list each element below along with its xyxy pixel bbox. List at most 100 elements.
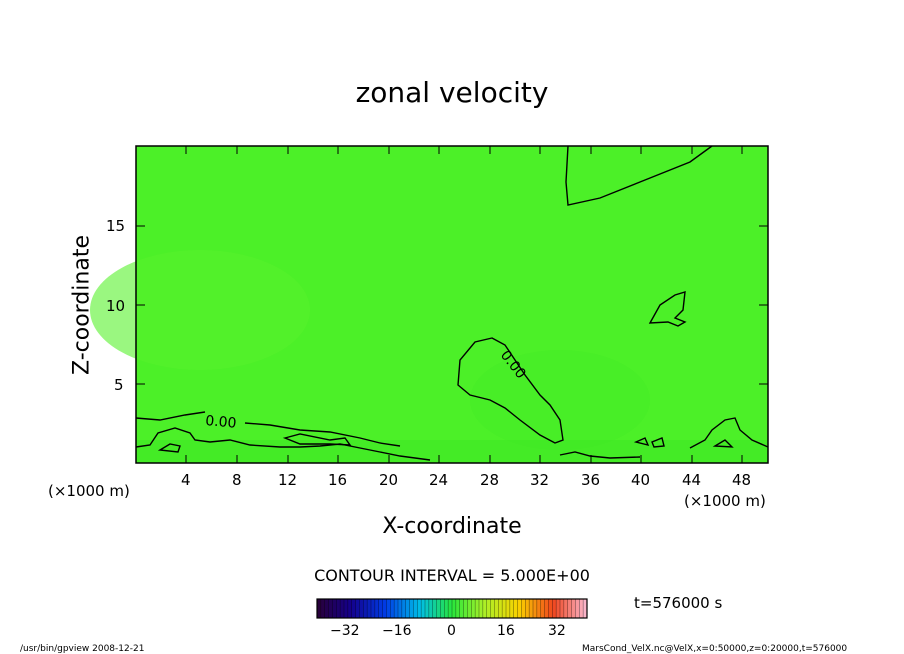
colorbar-band [467, 599, 472, 618]
colorbar-band [421, 599, 426, 618]
colorbar-band [405, 599, 411, 618]
colorbar-band [517, 599, 522, 618]
contour-interval-label: CONTOUR INTERVAL = 5.000E+00 [314, 566, 590, 585]
contour-label: 0.00 [205, 413, 237, 432]
contour-line [157, 443, 181, 453]
colorbar-band [563, 599, 569, 618]
colorbar-band [525, 599, 530, 618]
contour-line [689, 417, 769, 449]
y-tick-label: 5 [114, 376, 124, 394]
colorbar-band [575, 599, 580, 618]
contour-line [565, 145, 713, 206]
field-shading [470, 350, 650, 450]
contour-line [135, 411, 206, 421]
field-shading [136, 440, 768, 463]
field-shading [90, 250, 310, 370]
y-tick-label: 15 [106, 217, 126, 235]
colorbar-band [452, 599, 457, 618]
colorbar-band [359, 599, 364, 618]
colorbar [316, 598, 588, 619]
colorbar-band [347, 599, 353, 618]
contour-line [712, 439, 734, 448]
time-label: t=576000 s [634, 594, 723, 612]
colorbar-band [371, 599, 376, 618]
colorbar-tick-label: 0 [447, 623, 456, 639]
y-axis-label: Z-coordinate [69, 235, 95, 375]
footer-left: /usr/bin/gpview 2008-12-21 [20, 644, 145, 654]
colorbar-band [583, 599, 588, 618]
contour-line [135, 427, 431, 461]
contour-line [457, 337, 564, 444]
colorbar-tick-label: 32 [548, 623, 566, 639]
colorbar-band [436, 599, 441, 618]
colorbar-band [413, 599, 418, 618]
colorbar-band [455, 599, 461, 618]
x-tick-label: 36 [581, 471, 601, 489]
colorbar-tick-label: −32 [330, 623, 360, 639]
y-tick-label: 10 [106, 297, 126, 315]
colorbar-band [344, 599, 349, 618]
colorbar-band [363, 599, 368, 618]
colorbar-band [351, 599, 357, 618]
colorbar-band [579, 599, 584, 618]
colorbar-band [409, 599, 414, 618]
colorbar-band [394, 599, 399, 618]
colorbar-band [486, 599, 492, 618]
colorbar-band [328, 599, 333, 618]
colorbar-band [417, 599, 422, 618]
colorbar-band [332, 599, 337, 618]
colorbar-band [432, 599, 438, 618]
contour-line [282, 433, 352, 446]
colorbar-band [367, 599, 372, 618]
colorbar-band [448, 599, 453, 618]
colorbar-band [320, 599, 326, 618]
y-axis-ticks [136, 225, 768, 385]
colorbar-tick-label: 16 [497, 623, 515, 639]
colorbar-band [490, 599, 495, 618]
colorbar-band [471, 599, 476, 618]
footer-right: MarsCond_VelX.nc@VelX,x=0:50000,z=0:2000… [582, 644, 848, 654]
colorbar-band [401, 599, 407, 618]
colorbar-band [428, 599, 434, 618]
colorbar-band [540, 599, 546, 618]
colorbar-band [444, 599, 449, 618]
x-tick-label: 28 [480, 471, 500, 489]
colorbar-band [509, 599, 515, 618]
x-tick-label: 8 [232, 471, 242, 489]
x-tick-label: 20 [379, 471, 399, 489]
colorbar-band [479, 599, 484, 618]
x-axis-unit-right: (×1000 m) [684, 492, 766, 510]
chart-title: zonal velocity [355, 76, 549, 109]
colorbar-band [556, 599, 561, 618]
colorbar-band [440, 599, 445, 618]
colorbar-band [386, 599, 391, 618]
contour-line [559, 451, 641, 459]
x-tick-label: 44 [682, 471, 702, 489]
colorbar-band [475, 599, 480, 618]
colorbar-band [529, 599, 534, 618]
colorbar-tick-label: −16 [382, 623, 412, 639]
colorbar-band [398, 599, 403, 618]
colorbar-band [355, 599, 360, 618]
colorbar-band [544, 599, 549, 618]
x-axis-ticks [185, 146, 743, 463]
colorbar-band [390, 599, 395, 618]
colorbar-band [552, 599, 557, 618]
x-tick-label: 24 [429, 471, 449, 489]
colorbar-band [513, 599, 519, 618]
colorbar-band [324, 599, 330, 618]
contour-line [244, 422, 401, 447]
colorbar-band [506, 599, 511, 618]
contour-line [651, 437, 665, 448]
x-tick-label: 12 [278, 471, 298, 489]
colorbar-band [494, 599, 499, 618]
colorbar-band [498, 599, 503, 618]
colorbar-band [533, 599, 538, 618]
colorbar-band [571, 599, 576, 618]
colorbar-band [374, 599, 380, 618]
x-tick-label: 4 [181, 471, 191, 489]
x-axis-unit-left: (×1000 m) [48, 482, 130, 500]
colorbar-band [336, 599, 341, 618]
colorbar-band [560, 599, 565, 618]
